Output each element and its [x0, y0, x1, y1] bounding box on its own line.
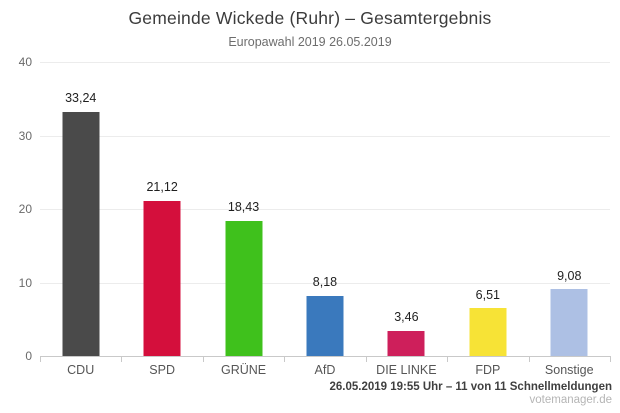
- x-axis-tick: [528, 356, 530, 362]
- x-category-label-Sonstige: Sonstige: [544, 363, 594, 377]
- gridline-10: [40, 282, 610, 284]
- bar-value-label-DIE LINKE: 3,46: [394, 310, 419, 325]
- plot-area: 0 10 20 30 40 33,24 CDU 21,12 SPD 18,43 GRÜNE 8,18…: [19, 56, 611, 376]
- gridline-40: [40, 62, 610, 63]
- footer: 26.05.2019 19:55 Uhr – 11 von 11 Schnell…: [329, 381, 612, 407]
- source-credit-votemanager: votemanager.de: [529, 394, 612, 407]
- bar-Sonstige: [550, 289, 588, 356]
- chart-subtitle: Europawahl 2019 26.05.2019: [228, 35, 392, 49]
- bar-slot-GRÜNE: 18,43 GRÜNE: [203, 62, 284, 376]
- bar-slot-FDP: 6,51 FDP: [447, 62, 528, 376]
- gridline-30: [40, 135, 610, 137]
- x-axis-tick: [40, 356, 41, 362]
- x-axis-tick: [365, 356, 367, 362]
- bar-FDP: [469, 308, 507, 356]
- x-category-label-CDU: CDU: [67, 363, 95, 377]
- x-axis-line: [40, 356, 610, 357]
- x-category-label-FDP: FDP: [475, 363, 501, 377]
- x-category-label-AfD: AfD: [314, 363, 336, 377]
- x-axis-tick: [202, 356, 204, 362]
- bar-slot-Sonstige: 9,08 Sonstige: [529, 62, 610, 376]
- bar-value-label-AfD: 8,18: [312, 275, 338, 290]
- x-category-label-SPD: SPD: [149, 363, 175, 377]
- bar-GRÜNE: [225, 220, 263, 356]
- chart-title: Gemeinde Wickede (Ruhr) – Gesamtergebnis: [128, 8, 492, 28]
- y-tick-label-40: 40: [18, 55, 32, 69]
- bar-value-label-CDU: 33,24: [65, 91, 97, 106]
- y-tick-label-10: 10: [18, 275, 32, 290]
- x-axis-tick: [284, 356, 286, 362]
- report-status-text: 26.05.2019 19:55 Uhr – 11 von 11 Schnell…: [329, 381, 612, 393]
- gridline-20: [40, 209, 610, 210]
- bar-value-label-SPD: 21,12: [146, 180, 178, 195]
- x-axis-tick: [447, 356, 449, 362]
- x-axis-tick: [610, 356, 611, 362]
- bar-value-label-Sonstige: 9,08: [557, 268, 582, 283]
- bar-CDU: [62, 111, 100, 356]
- bar-value-label-FDP: 6,51: [475, 287, 500, 302]
- y-tick-label-20: 20: [18, 202, 32, 216]
- bar-DIE LINKE: [387, 330, 425, 356]
- x-category-label-GRÜNE: GRÜNE: [220, 363, 267, 377]
- bar-slot-AfD: 8,18 AfD: [284, 62, 365, 376]
- bar-slot-SPD: 21,12 SPD: [121, 62, 202, 376]
- bar-value-label-GRÜNE: 18,43: [227, 200, 260, 215]
- bar-slot-CDU: 33,24 CDU: [40, 62, 121, 376]
- bar-series: 33,24 CDU 21,12 SPD 18,43 GRÜNE 8,18 AfD 3,46 DIE…: [40, 62, 610, 376]
- x-axis-tick: [121, 356, 123, 362]
- y-tick-label-0: 0: [25, 349, 32, 363]
- bar-SPD: [143, 200, 181, 356]
- y-tick-label-30: 30: [18, 128, 32, 143]
- bar-AfD: [306, 295, 344, 356]
- x-category-label-DIE LINKE: DIE LINKE: [376, 363, 437, 377]
- bar-slot-DIE LINKE: 3,46 DIE LINKE: [366, 62, 447, 376]
